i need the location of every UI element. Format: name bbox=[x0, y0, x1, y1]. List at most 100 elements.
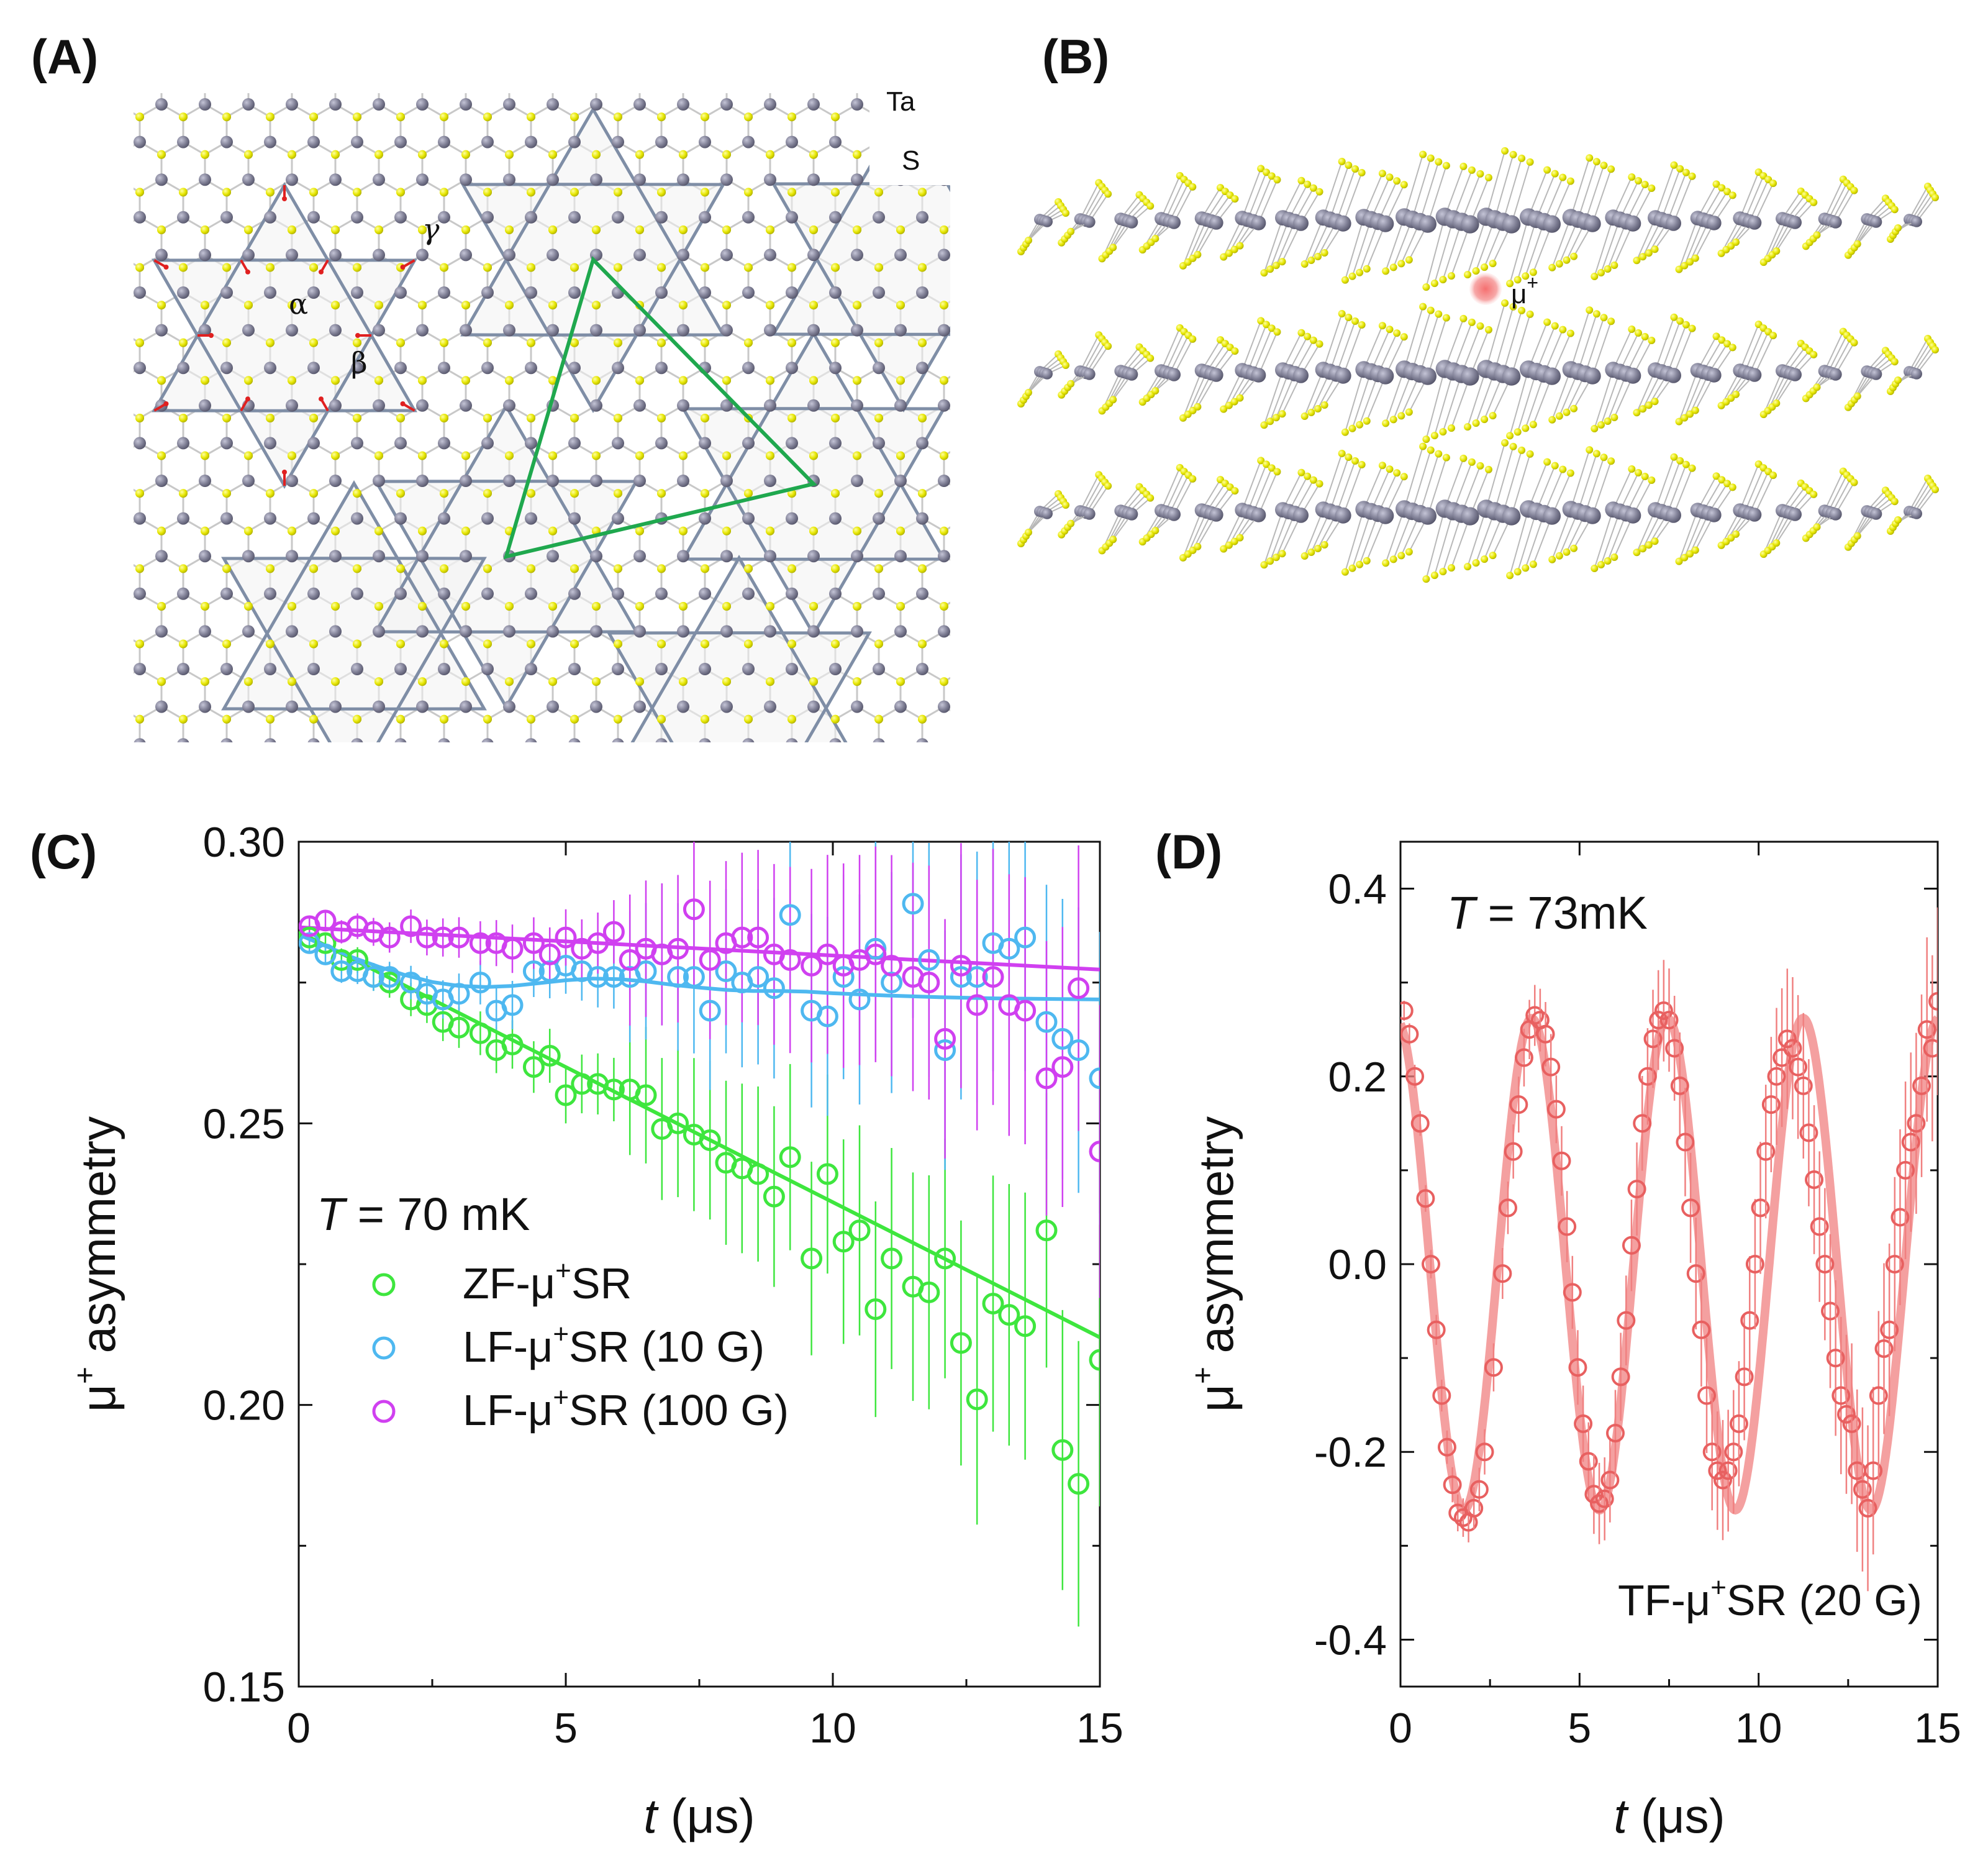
b-s-atom bbox=[1597, 561, 1605, 568]
ta-atom bbox=[829, 135, 842, 148]
b-bond bbox=[1269, 511, 1290, 562]
s-atom bbox=[70, 225, 79, 234]
ta-atom bbox=[720, 700, 733, 713]
s-atom bbox=[701, 263, 709, 272]
ta-s-bond bbox=[53, 142, 75, 155]
ta-atom bbox=[807, 625, 820, 638]
ta-atom bbox=[612, 738, 624, 742]
b-s-atom bbox=[1675, 557, 1683, 565]
b-s-atom bbox=[1506, 432, 1514, 440]
ta-atom bbox=[329, 248, 342, 262]
b-bond bbox=[1494, 446, 1514, 512]
b-s-atom bbox=[1686, 550, 1694, 558]
s-atom bbox=[48, 489, 57, 498]
ta-atom bbox=[329, 324, 342, 337]
ta-atom bbox=[960, 60, 972, 73]
ta-atom bbox=[286, 625, 298, 638]
data-point bbox=[763, 1185, 785, 1208]
s-atom bbox=[157, 602, 166, 611]
ta-s-bond bbox=[118, 744, 140, 757]
ta-atom bbox=[481, 286, 494, 299]
s-atom bbox=[657, 414, 666, 422]
s-atom bbox=[744, 489, 753, 498]
ta-atom bbox=[307, 362, 320, 375]
ta-atom bbox=[112, 550, 124, 562]
b-bond bbox=[1510, 314, 1531, 377]
s-atom bbox=[483, 37, 492, 46]
b-s-atom bbox=[1586, 306, 1594, 314]
s-atom bbox=[940, 752, 948, 761]
axis-ticks-d: 0 5 10 15-0.4-0.20.00.20.4 bbox=[1314, 842, 1961, 1752]
s-atom bbox=[1005, 112, 1014, 121]
s-atom bbox=[288, 451, 296, 460]
s-atom bbox=[27, 677, 35, 686]
data-point bbox=[1761, 1095, 1781, 1114]
data-point bbox=[816, 1163, 838, 1185]
b-s-atom bbox=[1348, 564, 1356, 572]
s-atom bbox=[809, 602, 818, 611]
ta-s-bond bbox=[401, 782, 422, 795]
b-s-atom bbox=[1220, 405, 1228, 413]
b-s-atom bbox=[1682, 168, 1690, 176]
b-s-atom bbox=[1633, 257, 1641, 265]
ta-atom bbox=[547, 550, 559, 563]
s-atom bbox=[374, 752, 383, 761]
data-point bbox=[1499, 1198, 1517, 1218]
data-point bbox=[1789, 1057, 1808, 1077]
ta-s-bond bbox=[727, 744, 748, 757]
s-atom bbox=[961, 339, 970, 347]
b-bond bbox=[1342, 172, 1363, 224]
ta-atom bbox=[655, 362, 668, 375]
ta-atom bbox=[655, 135, 668, 148]
data-point bbox=[966, 994, 988, 1016]
b-s-atom bbox=[1518, 154, 1526, 162]
b-s-atom bbox=[1648, 476, 1656, 484]
b-s-atom bbox=[1728, 344, 1736, 352]
b-s-atom bbox=[1529, 560, 1537, 568]
b-s-atom bbox=[1062, 362, 1069, 369]
s-atom bbox=[874, 714, 883, 724]
ta-s-bond bbox=[357, 744, 379, 757]
data-point bbox=[635, 1084, 657, 1106]
data-point bbox=[1718, 1461, 1738, 1480]
s-atom bbox=[70, 150, 79, 159]
ta-s-bond bbox=[987, 707, 1009, 719]
ta-atom bbox=[547, 475, 559, 487]
ta-atom bbox=[112, 701, 124, 713]
b-s-atom bbox=[1518, 446, 1526, 454]
s-atom bbox=[570, 112, 579, 122]
data-point bbox=[1724, 1442, 1743, 1462]
data-point bbox=[1783, 1039, 1802, 1058]
ta-s-bond bbox=[227, 744, 248, 757]
s-atom bbox=[831, 414, 840, 422]
s-atom bbox=[440, 188, 448, 197]
s-atom bbox=[374, 677, 383, 686]
ta-atom bbox=[873, 437, 885, 450]
s-atom bbox=[440, 112, 448, 122]
b-s-atom bbox=[1476, 462, 1484, 470]
b-bond bbox=[1467, 508, 1487, 567]
b-s-atom bbox=[1481, 555, 1489, 563]
s-atom bbox=[114, 376, 122, 385]
star-inner-bond bbox=[945, 326, 950, 335]
ta-atom bbox=[134, 362, 146, 375]
s-atom bbox=[983, 150, 992, 159]
s-atom bbox=[853, 752, 861, 761]
s-atom bbox=[961, 112, 970, 121]
b-bond bbox=[1425, 508, 1446, 580]
s-atom bbox=[396, 639, 405, 649]
ta-atom bbox=[438, 286, 450, 299]
b-s-atom bbox=[1772, 247, 1781, 255]
s-atom bbox=[787, 414, 796, 422]
data-point bbox=[314, 909, 337, 932]
s-atom bbox=[679, 150, 688, 159]
b-s-atom bbox=[1297, 468, 1305, 476]
b-s-atom bbox=[1393, 469, 1401, 477]
s-atom bbox=[266, 639, 275, 649]
s-atom bbox=[766, 75, 774, 84]
b-ta-atom bbox=[1747, 216, 1762, 230]
ta-atom bbox=[329, 475, 342, 487]
data-point bbox=[1815, 1255, 1835, 1273]
b-bond bbox=[1252, 468, 1273, 514]
supercell-triangle bbox=[503, 256, 817, 560]
